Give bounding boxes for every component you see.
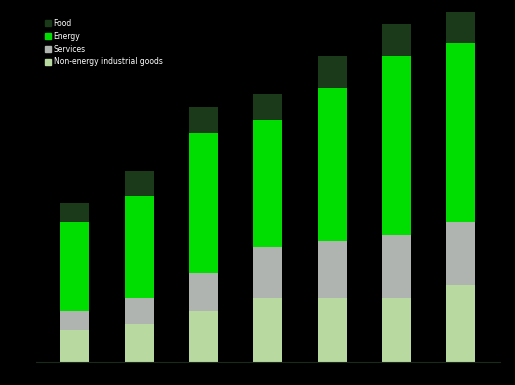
Bar	[382, 298, 411, 362]
Bar	[60, 330, 89, 362]
Legend: Food, Energy, Services, Non-energy industrial goods: Food, Energy, Services, Non-energy indus…	[44, 19, 163, 66]
Bar	[253, 94, 282, 120]
Bar	[189, 273, 218, 311]
Bar	[382, 56, 411, 234]
Bar	[125, 324, 153, 362]
Bar	[382, 234, 411, 298]
Bar	[253, 120, 282, 247]
Bar	[189, 132, 218, 273]
Bar	[318, 298, 347, 362]
Bar	[60, 222, 89, 311]
Bar	[189, 311, 218, 362]
Bar	[60, 311, 89, 330]
Bar	[447, 44, 475, 222]
Bar	[189, 107, 218, 132]
Bar	[60, 203, 89, 222]
Bar	[125, 298, 153, 324]
Bar	[447, 222, 475, 285]
Bar	[125, 171, 153, 196]
Bar	[447, 5, 475, 44]
Bar	[253, 247, 282, 298]
Bar	[382, 24, 411, 56]
Bar	[318, 241, 347, 298]
Bar	[125, 196, 153, 298]
Bar	[318, 88, 347, 241]
Bar	[318, 56, 347, 88]
Bar	[447, 285, 475, 362]
Bar	[253, 298, 282, 362]
